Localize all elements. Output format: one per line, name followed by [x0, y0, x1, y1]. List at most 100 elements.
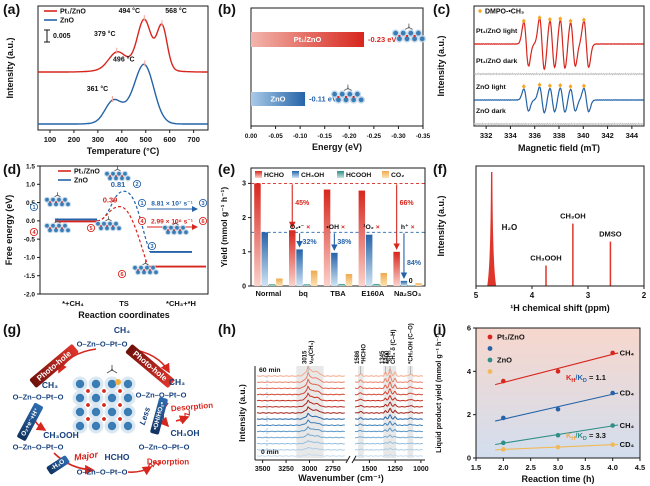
legend-dot [487, 346, 493, 351]
path [175, 415, 190, 425]
peak-label: 1586 [355, 350, 361, 364]
path [147, 460, 161, 469]
legend-label: CO₂ [391, 172, 404, 179]
y-tick-label: 2 [467, 410, 471, 419]
trace-label: Pt₁/ZnO dark [476, 58, 518, 65]
ftir-trace-2-left [256, 440, 345, 445]
panel-f-plot: H₂O CH₃OOH CH₃OH DMSO 5 4 3 2 ¹H chemical shift … [436, 165, 647, 313]
scavenger-label: h⁺ [401, 224, 409, 231]
x-axis-label: Reaction time (h) [521, 474, 594, 484]
series-curve-1 [38, 63, 208, 125]
zero-label: 0 [409, 278, 413, 285]
state-number [137, 198, 147, 208]
crystal-atom [91, 393, 101, 403]
x-tick-label: 5 [474, 291, 479, 300]
ftir-trace-13-left [256, 365, 345, 377]
scheme-label-4: CH₃ [41, 380, 59, 390]
state-number-text: 3 [201, 201, 204, 207]
cross-mark: × [411, 224, 415, 231]
state-number-text: 4 [140, 219, 144, 225]
ftir-trace-5-left [256, 419, 345, 427]
legend-label: Pt₁/ZnO [60, 9, 86, 16]
scheme-label-6: O₂+e⁻+H⁺ [16, 402, 44, 442]
x-tick-label: 200 [68, 135, 81, 144]
scheme-label-9: -H₂O [45, 455, 71, 475]
cross-mark: × [306, 224, 310, 231]
peak-label: CH₄ δ (C–H) [391, 330, 397, 365]
peak-label: H₂O [502, 223, 518, 232]
bar-CO₂-0 [276, 278, 283, 286]
panel-g: CH₄ O–Zn–O–Pt–O Photo-hole Photo-hole CH₃ O–Z… [0, 320, 215, 486]
scheme-label-17: •OH/HO₂• [149, 397, 169, 435]
highlight-band [383, 366, 397, 458]
trace-label: ZnO dark [476, 108, 506, 115]
plot-frame [37, 5, 209, 131]
scheme-label-3: Photo-hole [125, 343, 175, 389]
series-end-label: CH₄ [620, 421, 635, 430]
x-tick-label: 2750 [325, 466, 341, 473]
scheme-label-18: Desorption [170, 400, 214, 414]
x-tick-label: 0.00 [245, 133, 258, 140]
y-axis-label: Intensity (a.u.) [5, 37, 15, 98]
ftir-trace-2-right [355, 441, 423, 445]
legend-swatch [255, 171, 262, 178]
data-point [555, 369, 561, 374]
ftir-trace-9-right [354, 395, 423, 402]
percent-label: 38% [337, 239, 352, 246]
bar-CH₃OH-0 [261, 232, 268, 286]
bar-HCHO-3 [358, 190, 366, 286]
molecule-cluster-icon [391, 23, 426, 43]
panel-e: 45% 32% 38% 66% 84% O₂•⁻ × •OH × ¹O₂ × h⁺ × 0 HCHO CH₃O… [215, 160, 430, 320]
state-label: TS [119, 299, 129, 308]
ftir-trace-0-right [354, 453, 423, 457]
legend-swatch [382, 171, 389, 178]
bar-HCHO-1 [289, 230, 296, 286]
panel-b: Pt₁/ZnO -0.23 eV ZnO -0.11 eV 0.00 -0.05 -0.10… [215, 0, 430, 160]
cross-mark: × [341, 224, 345, 231]
x-tick-label: -0.25 [367, 133, 382, 140]
y-tick-label: 2 [242, 215, 246, 222]
crystal-atom [75, 379, 85, 389]
peak-label: 379 °C [94, 30, 115, 38]
x-tick-label: 342 [601, 131, 614, 140]
percent-label: 32% [303, 239, 318, 246]
category-label: E160A [361, 289, 385, 298]
path [180, 409, 191, 423]
x-tick-label: 100 [44, 135, 57, 144]
panel-i-plot: CH₄ CD₄ CH₄ CD₄ KH/KD = 1.1 KH/KD = 3.3 Pt₁/Zn… [434, 324, 645, 485]
ftir-trace-7-right [354, 407, 424, 414]
scheme-label-5: O–Zn–O–Pt–O [12, 392, 64, 402]
ftir-trace-8-right [354, 401, 423, 408]
ftir-trace-0-left [256, 453, 345, 457]
x-tick-label: -0.30 [391, 133, 406, 140]
x-tick-label: 2.5 [525, 463, 535, 472]
x-tick-label: 600 [163, 135, 176, 144]
panel-c: Pt₁/ZnO light Pt₁/ZnO dark ZnO light ZnO da… [430, 0, 650, 160]
legend-label: DMPO-•CH₃ [485, 9, 524, 16]
percent-label: 45% [295, 200, 310, 207]
state-number-text: 4 [32, 230, 36, 236]
peak-label: νₐₛ(CH₄) [309, 341, 315, 364]
y-axis-label: Liquid product yield (mmol g⁻¹ h⁻¹) [434, 333, 443, 453]
crystal-atom [91, 407, 101, 417]
legend-label: Pt₁/ZnO [74, 169, 100, 176]
energy-bar-1 [251, 92, 306, 106]
x-tick-label: 1.5 [471, 463, 481, 472]
y-tick-label: 3 [242, 181, 246, 188]
x-tick-label: 3000 [302, 466, 318, 473]
x-axis-label: Energy (eV) [312, 142, 362, 152]
bar-HCOOH-0 [268, 284, 276, 286]
bar-HCOOH-4 [408, 285, 415, 286]
path [96, 190, 151, 253]
percent-label: 84% [407, 260, 422, 267]
x-tick-label: 336 [528, 131, 541, 140]
bar-CH₃OH-4 [400, 280, 408, 286]
x-tick-label: 3500 [255, 466, 271, 473]
panel-d-plot: 1.5 1.0 0.5 0.0 -0.5 -1.0 -1.5 -2.0 0.81 0.39 1 8.8… [4, 163, 209, 320]
diamond-marker-icon [521, 18, 526, 24]
state-label: *CH₃+*H [166, 299, 196, 308]
line [494, 352, 619, 386]
molecule-cluster-icon [104, 166, 131, 182]
bar-HCHO-2 [323, 189, 331, 286]
